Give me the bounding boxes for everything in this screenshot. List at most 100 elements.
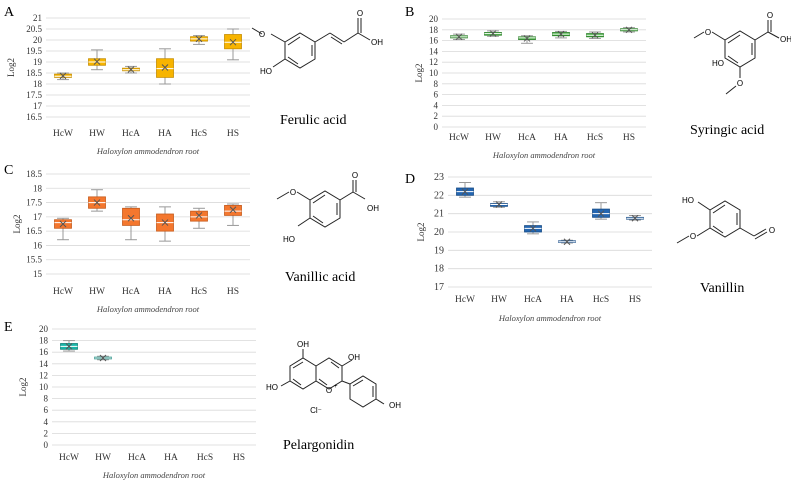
- y-tick-label: 18.5: [26, 169, 42, 179]
- x-axis-title: Haloxylon ammodendron root: [498, 313, 602, 323]
- y-axis-title: Log2: [12, 215, 22, 234]
- panel-e-label: E: [4, 320, 13, 335]
- vanillic-methoxy-o: O: [290, 188, 296, 197]
- pelargonidin-oh-top: OH: [297, 340, 309, 349]
- panel-d-plot: 17 18 19 20 21 22 23 HcW HW HcA HA HcS HS Haloxylon a…: [416, 172, 652, 323]
- box-mean-marker: [461, 188, 469, 196]
- panel-d-label: D: [405, 172, 415, 187]
- y-axis-title: Log2: [18, 378, 28, 397]
- x-tick-label: HcA: [524, 295, 542, 305]
- x-tick-label: HcW: [449, 133, 469, 143]
- x-tick-label: HA: [554, 133, 568, 143]
- x-tick-label: HA: [158, 129, 172, 139]
- y-tick-label: 8: [434, 79, 439, 89]
- box-mean-marker: [563, 238, 571, 246]
- panel-c-plot: 15 15.5 16 16.5 17 17.5 18 18.5 HcW HW HcA HA HcS HS H…: [12, 169, 250, 314]
- box-mean-marker: [523, 35, 531, 42]
- pelargonidin-oh-left: HO: [266, 383, 278, 392]
- y-tick-label: 20: [429, 14, 439, 24]
- syringic-methoxy-o-lower: O: [737, 79, 743, 88]
- pelargonidin-counter-ion: Cl⁻: [310, 406, 322, 415]
- panel-c-label: C: [4, 163, 13, 178]
- box-mean-marker: [591, 31, 599, 39]
- x-tick-label: HcS: [197, 453, 213, 463]
- y-tick-label: 23: [434, 172, 444, 183]
- y-tick-label: 15.5: [26, 255, 42, 265]
- x-tick-label: HcS: [191, 129, 207, 139]
- y-tick-label: 16.5: [26, 226, 42, 236]
- box-iqr: [122, 207, 140, 226]
- y-tick-label: 22: [434, 190, 444, 201]
- vanillin-hydroxyl: HO: [682, 196, 694, 205]
- vanillin-methoxy-o: O: [690, 232, 696, 241]
- pelargonidin-oxonium: O: [326, 386, 332, 395]
- ferulic-acid-oh: OH: [371, 38, 383, 47]
- y-tick-label: 20.5: [26, 24, 42, 34]
- panel-d: D 17 18 19 20 21 22 23 HcW HW HcA HA HcS HS Haloxylon…: [405, 172, 775, 323]
- y-tick-label: 0: [44, 440, 49, 450]
- vanillic-acid-oh: OH: [367, 204, 379, 213]
- y-tick-label: 12: [39, 370, 48, 380]
- y-tick-label: 16: [429, 36, 439, 46]
- y-tick-label: 17: [434, 282, 444, 293]
- x-tick-label: HcA: [128, 453, 146, 463]
- box-mean-marker: [625, 26, 633, 34]
- x-tick-label: HcW: [59, 453, 79, 463]
- x-tick-label: HW: [95, 453, 111, 463]
- panel-c: C 15 15.5 16 16.5 17 17.5 18 18.5 HcW HW HcA HA HcS H…: [4, 163, 379, 314]
- x-tick-label: HW: [89, 287, 105, 297]
- x-axis-title: Haloxylon ammodendron root: [96, 146, 200, 156]
- y-tick-label: 4: [44, 417, 49, 427]
- box-mean-marker: [495, 201, 503, 208]
- syringic-carbonyl-o: O: [767, 11, 773, 20]
- pelargonidin-name: Pelargonidin: [283, 438, 354, 453]
- x-tick-label: HW: [485, 133, 501, 143]
- box-mean-marker: [557, 30, 565, 38]
- pelargonidin-oh-right: OH: [389, 401, 401, 410]
- box-mean-marker: [195, 35, 203, 43]
- y-tick-label: 17: [33, 212, 43, 222]
- y-axis-title: Log2: [414, 64, 424, 83]
- x-axis-title: Haloxylon ammodendron root: [492, 150, 596, 160]
- y-tick-label: 19.5: [26, 46, 42, 56]
- y-axis-title: Log2: [416, 223, 426, 242]
- y-tick-label: 18: [33, 79, 43, 89]
- ferulic-methoxy-o: O: [259, 30, 265, 39]
- y-tick-label: 12: [429, 57, 438, 67]
- box-mean-marker: [65, 343, 73, 350]
- y-tick-label: 18: [39, 336, 49, 346]
- box-mean-marker: [455, 33, 463, 41]
- y-tick-label: 19: [33, 57, 43, 67]
- box-mean-marker: [127, 66, 135, 73]
- y-tick-label: 18: [429, 25, 439, 35]
- ferulic-acid-name: Ferulic acid: [280, 113, 346, 128]
- x-axis-title: Haloxylon ammodendron root: [102, 470, 206, 480]
- ferulic-carbonyl-o: O: [357, 9, 363, 18]
- box-mean-marker: [529, 224, 537, 232]
- box-mean-marker: [93, 58, 101, 65]
- syringic-methoxy-o-upper: O: [705, 28, 711, 37]
- y-tick-label: 16.5: [26, 112, 42, 122]
- vanillic-carbonyl-o: O: [352, 171, 358, 180]
- ferulic-hydroxyl: HO: [260, 67, 272, 76]
- box-mean-marker: [229, 38, 237, 46]
- box-mean-marker: [161, 219, 169, 226]
- x-tick-label: HW: [491, 295, 507, 305]
- x-tick-label: HA: [158, 287, 172, 297]
- box-mean-marker: [59, 220, 67, 228]
- y-tick-label: 19: [434, 245, 444, 256]
- vanillin-name: Vanillin: [700, 281, 744, 296]
- y-tick-label: 4: [434, 100, 439, 110]
- x-tick-label: HS: [629, 295, 641, 305]
- box-mean-marker: [195, 212, 203, 219]
- x-tick-label: HcA: [518, 133, 536, 143]
- y-axis-title: Log2: [6, 58, 16, 77]
- y-tick-label: 10: [429, 68, 439, 78]
- x-tick-label: HcW: [53, 129, 73, 139]
